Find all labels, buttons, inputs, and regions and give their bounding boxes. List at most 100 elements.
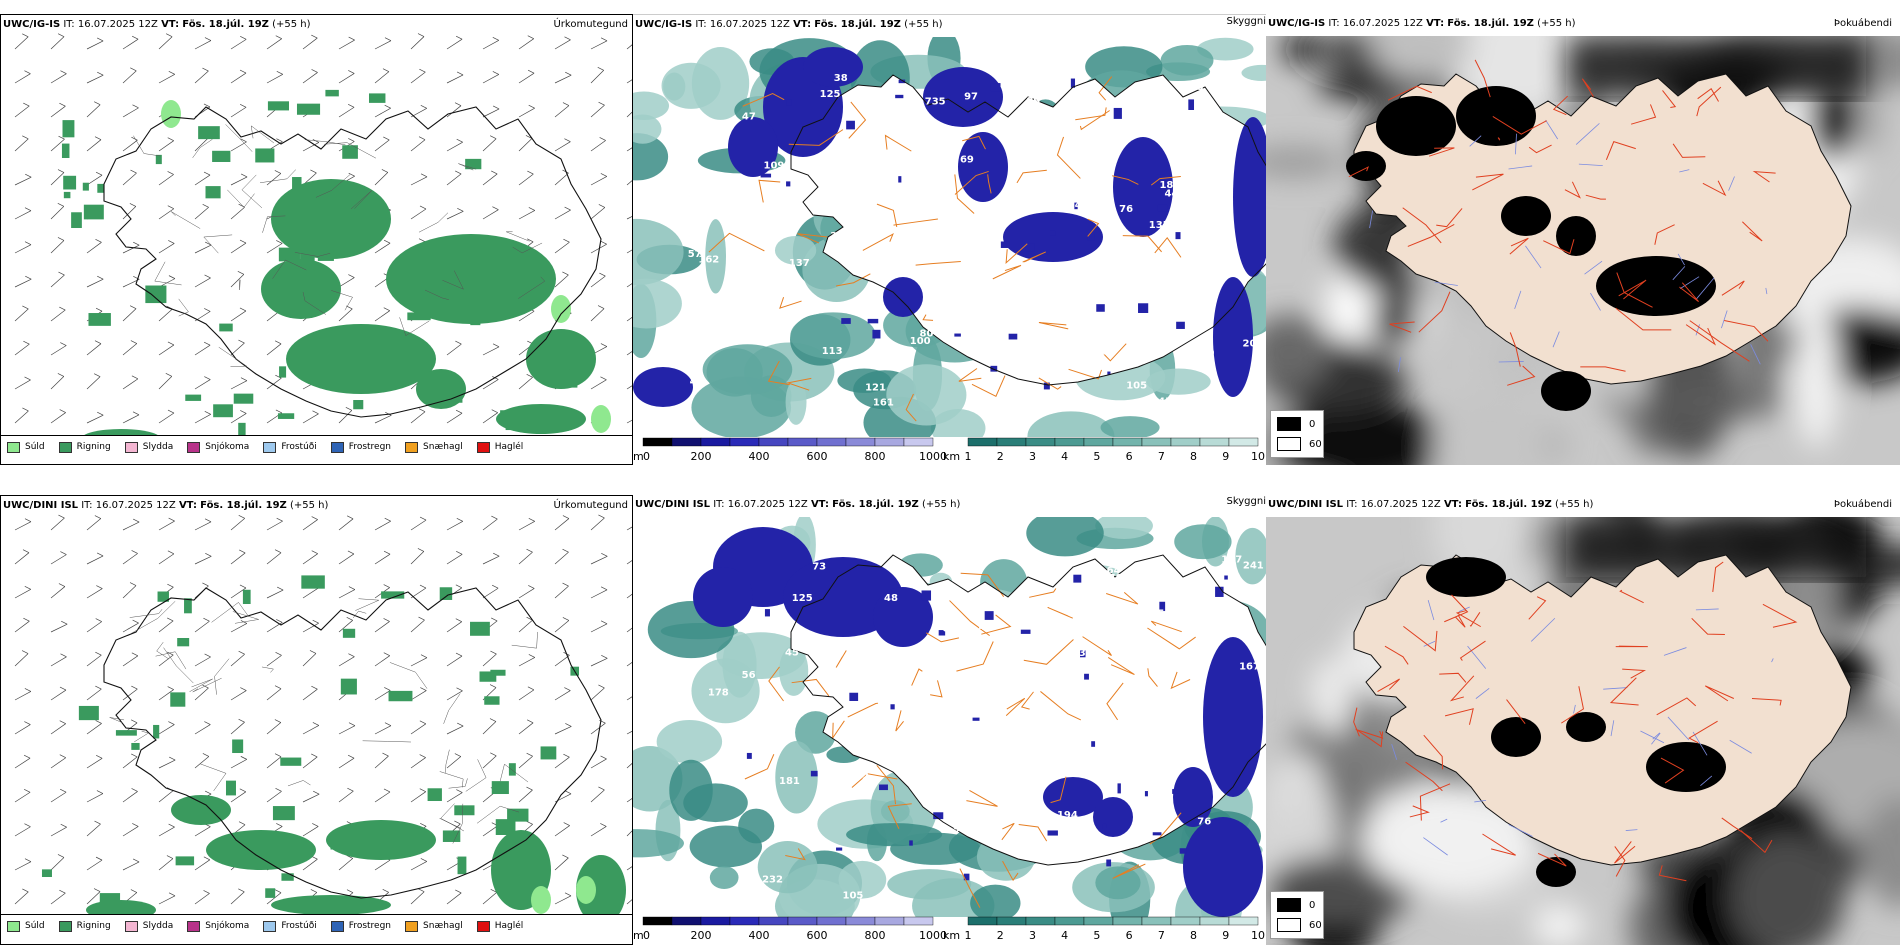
cloud-height-label: 90	[921, 540, 935, 551]
cloud-height-label: 478	[1102, 573, 1123, 584]
precip-legend-item: Frostúði	[263, 441, 317, 453]
cloud-map: 127 93 47 45 194 48 116 232 241 63 62 134 56 866 53 59 1…	[633, 517, 1266, 917]
fog-legend-label: 60	[1309, 919, 1322, 931]
precip-legend-item: Snæhagl	[405, 920, 463, 932]
cloud-height-label: 89	[1175, 285, 1189, 296]
cloud-height-label: 125	[820, 89, 841, 100]
cloud-height-label: 86	[1013, 545, 1027, 556]
precip-legend-swatch	[405, 441, 419, 453]
precip-legend-item: Rigning	[58, 441, 111, 453]
precip-legend-label: Frostúði	[281, 442, 317, 452]
cloud-height-label: 148	[967, 547, 988, 558]
height-scale-swatch	[845, 437, 876, 447]
cloud-height-label: 195	[1069, 158, 1090, 169]
fog-panel-top: UWC/IG-IS IT: 16.07.2025 12Z VT: Fös. 18…	[1266, 14, 1900, 465]
cloud-height-label: 97	[964, 92, 978, 103]
precip-legend-item: Slydda	[124, 441, 173, 453]
visibility-scale-swatch	[1170, 437, 1201, 447]
cloud-height-label: 64	[1107, 566, 1121, 577]
precip-legend-swatch	[58, 441, 72, 453]
fog-panel-bottom: UWC/DINI ISL IT: 16.07.2025 12Z VT: Fös.…	[1266, 495, 1900, 945]
precip-legend: Súld Rigning Slydda Snjókoma Frostúði Frostre…	[1, 914, 632, 937]
cloud-height-label: 105	[843, 890, 864, 901]
visibility-scale-tick: 6	[1126, 929, 1133, 942]
visibility-scale-tick: 10	[1251, 929, 1265, 942]
cloud-height-label: 105	[1126, 381, 1147, 392]
precip-legend-swatch	[58, 920, 72, 932]
cloud-height-label: 154	[1084, 202, 1105, 213]
precip-legend-swatch	[476, 441, 490, 453]
height-scale-tick: 800	[865, 450, 886, 463]
cloud-height-label: 167	[1239, 662, 1260, 673]
precip-legend-label: Frostregn	[348, 442, 392, 452]
visibility-scale-tick: 3	[1029, 929, 1036, 942]
cloud-height-label: 48	[884, 593, 898, 604]
height-scale-swatch	[758, 916, 789, 926]
cloud-height-label: 345	[830, 231, 851, 242]
precip-legend-item: Haglél	[476, 441, 524, 453]
height-scale-tick: 400	[749, 929, 770, 942]
panel-header: UWC/DINI ISL IT: 16.07.2025 12Z VT: Fös.…	[1268, 499, 1594, 510]
fog-legend-label: 60	[1309, 438, 1322, 450]
cloud-height-label: 47	[979, 622, 993, 633]
cloud-height-label: 118	[1183, 82, 1204, 93]
visibility-scale-swatch	[1199, 916, 1230, 926]
visibility-scale-swatch	[996, 916, 1027, 926]
precip-legend-swatch	[7, 441, 20, 453]
precip-legend-item: Haglél	[476, 920, 523, 932]
panel-title: Skyggni	[1226, 16, 1266, 27]
cloud-height-label: 121	[865, 382, 886, 393]
visibility-scale-tick: 4	[1061, 450, 1068, 463]
cloud-height-label: 48	[1208, 157, 1222, 168]
visibility-scale-swatch	[996, 437, 1027, 447]
visibility-scale-swatch	[1112, 916, 1143, 926]
height-scale-tick: 800	[865, 929, 886, 942]
height-scale-tick: 600	[807, 450, 828, 463]
height-scale-tick: 0	[643, 929, 650, 942]
visibility-scale-tick: 5	[1093, 929, 1100, 942]
fog-swatch-black	[1277, 898, 1301, 912]
precip-legend-label: Slydda	[142, 921, 174, 931]
precip-legend-item: Súld	[7, 920, 45, 932]
height-scale-swatch	[787, 437, 818, 447]
fog-legend: 0 60	[1270, 410, 1324, 458]
cloud-height-label: 89	[1026, 96, 1040, 107]
visibility-scale-tick: 7	[1158, 929, 1165, 942]
height-scale-swatch	[903, 916, 934, 926]
precip-legend-label: Frostúði	[281, 921, 317, 931]
cloud-height-label: 56	[742, 670, 756, 681]
cloud-height-label: 432	[1085, 762, 1106, 773]
visibility-scale-tick: 5	[1093, 450, 1100, 463]
precip-legend-label: Haglél	[494, 442, 524, 452]
fog-map	[1266, 517, 1900, 945]
precip-legend-label: Snæhagl	[423, 442, 463, 452]
precip-panel-bottom: UWC/DINI ISL IT: 16.07.2025 12Z VT: Fös.…	[0, 495, 633, 945]
visibility-scale-tick: 2	[997, 450, 1004, 463]
cloud-height-label: 127	[723, 757, 744, 768]
visibility-scale-swatch	[1054, 916, 1085, 926]
visibility-scale-unit: km	[943, 450, 960, 463]
cloud-height-label: 80	[920, 329, 934, 340]
visibility-scale-tick: 7	[1158, 450, 1165, 463]
height-scale-swatch	[700, 437, 731, 447]
fog-map	[1266, 36, 1900, 465]
precip-legend-swatch	[476, 920, 490, 932]
precip-legend-label: Snjókoma	[205, 921, 250, 931]
height-scale-tick: 400	[749, 450, 770, 463]
precip-panel-top: UWC/IG-IS IT: 16.07.2025 12Z VT: Fös. 18…	[0, 14, 633, 465]
fog-legend-label: 0	[1309, 899, 1316, 911]
height-scale-tick: 200	[691, 450, 712, 463]
precip-legend: Súld Rigning Slydda Snjókoma Frostúði Frostre…	[1, 435, 632, 458]
visibility-scale-tick: 8	[1190, 929, 1197, 942]
fog-swatch-white	[1277, 437, 1301, 451]
precip-legend-swatch	[187, 920, 201, 932]
visibility-scale-swatch	[1141, 437, 1172, 447]
height-scale-swatch	[845, 916, 876, 926]
cloud-height-label: 232	[762, 875, 783, 886]
cloud-height-label: 62	[855, 771, 869, 782]
precip-legend-swatch	[124, 920, 138, 932]
precip-legend-swatch	[187, 441, 201, 453]
precip-legend-swatch	[263, 441, 277, 453]
visibility-scale-tick: 1	[965, 929, 972, 942]
panel-title: Úrkomutegund	[553, 19, 628, 30]
